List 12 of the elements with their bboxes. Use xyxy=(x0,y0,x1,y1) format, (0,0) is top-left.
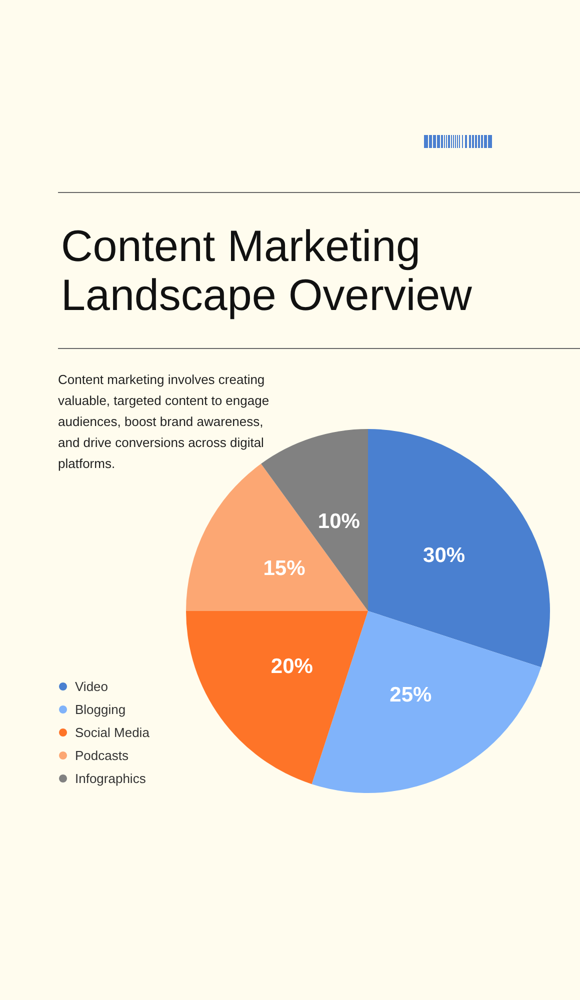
data-label: 25% xyxy=(390,683,432,706)
data-label: 30% xyxy=(423,544,466,568)
data-label: 15% xyxy=(263,556,306,580)
chart-subtitle: Content marketing involves creating valuable, targeted content to engage audiences, boost brand awareness, and drive conversions across digital platforms. xyxy=(58,371,270,473)
legend-label: Infographics xyxy=(75,771,146,786)
data-label: 10% xyxy=(318,510,360,534)
legend-label: Blogging xyxy=(75,702,126,717)
legend-label: Video xyxy=(75,679,108,694)
legend-label: Podcasts xyxy=(75,748,129,763)
legend-label: Social Media xyxy=(75,725,150,740)
data-label: 20% xyxy=(270,654,314,678)
chart-title: Content Marketing Landscape Overview xyxy=(61,222,472,320)
